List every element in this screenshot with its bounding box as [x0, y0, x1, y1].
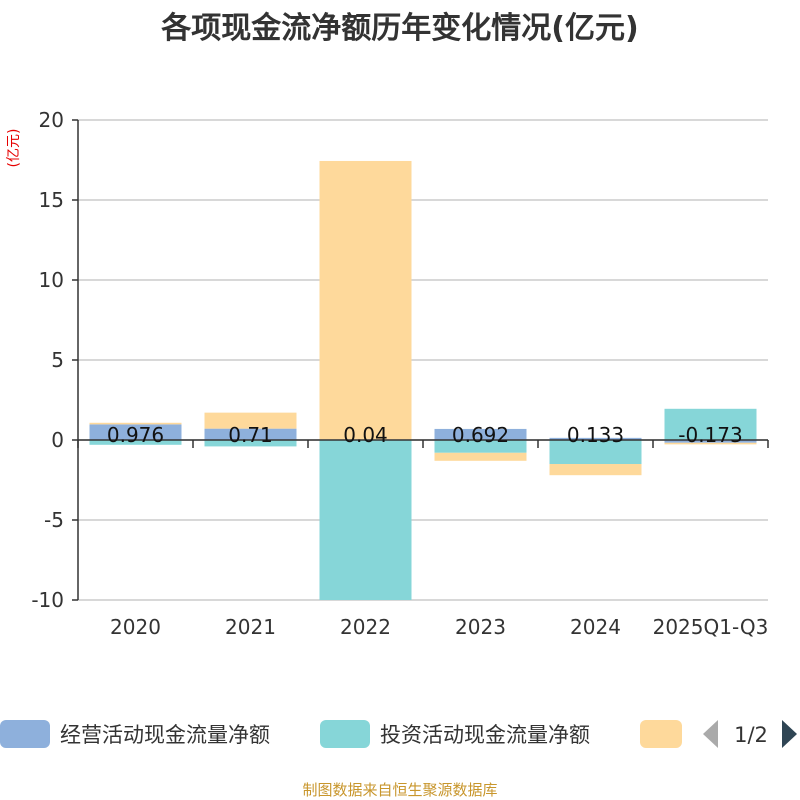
y-tick-label: -10: [31, 588, 64, 612]
x-tick-label: 2023: [455, 615, 506, 639]
x-tick-label: 2022: [340, 615, 391, 639]
y-tick-label: 10: [39, 268, 64, 292]
data-label: 0.692: [452, 423, 509, 447]
legend-label-investing[interactable]: 投资活动现金流量净额: [380, 723, 590, 747]
legend-swatch-operating[interactable]: [0, 720, 50, 748]
legend-prev-page-icon[interactable]: [703, 720, 718, 748]
chart-title: 各项现金流净额历年变化情况(亿元): [160, 11, 638, 46]
value-labels: 0.976 0.71 0.04 0.692 0.133 -0.173: [107, 423, 743, 447]
bar-investing-2020[interactable]: [89, 440, 182, 445]
bar-financing-2023[interactable]: [434, 452, 527, 461]
data-label: -0.173: [678, 423, 742, 447]
x-tick-label: 2020: [110, 615, 161, 639]
legend-label-operating[interactable]: 经营活动现金流量净额: [60, 723, 270, 747]
data-label: 0.133: [567, 423, 624, 447]
data-label: 0.976: [107, 423, 164, 447]
x-tick-label: 2021: [225, 615, 276, 639]
bar-investing-2024[interactable]: [549, 440, 642, 464]
data-label: 0.71: [228, 423, 273, 447]
y-tick-label: 20: [39, 108, 64, 132]
bar-financing-2020[interactable]: [89, 422, 182, 425]
bar-investing-2021[interactable]: [204, 440, 297, 447]
bar-investing-2025Q1-Q3[interactable]: [664, 408, 757, 440]
y-tick-label: 15: [39, 188, 64, 212]
y-tick-label: 5: [51, 348, 64, 372]
bar-operating-2023[interactable]: [434, 428, 527, 440]
bar-financing-2022[interactable]: [319, 160, 412, 440]
legend-swatch-financing[interactable]: [640, 720, 682, 748]
legend-next-page-icon[interactable]: [782, 720, 797, 748]
grid: [78, 119, 768, 601]
legend: 经营活动现金流量净额 投资活动现金流量净额 1/2: [0, 720, 797, 748]
x-tick-label: 2024: [570, 615, 621, 639]
y-tick-label: 0: [51, 428, 64, 452]
data-label: 0.04: [343, 423, 388, 447]
bar-operating-2020[interactable]: [89, 424, 182, 440]
bar-operating-2025Q1-Q3[interactable]: [664, 440, 757, 443]
data-source: 制图数据来自恒生聚源数据库: [302, 781, 497, 799]
bar-financing-2025Q1-Q3[interactable]: [664, 442, 757, 445]
axes: 20 15 10 5 0 -5 -10 2020 2021 2022 2023 2024 2025Q1-…: [31, 108, 769, 639]
bar-investing-2022[interactable]: [319, 440, 412, 600]
bar-operating-2024[interactable]: [549, 437, 642, 440]
bar-operating-2021[interactable]: [204, 428, 297, 440]
legend-page-indicator: 1/2: [734, 723, 768, 747]
legend-swatch-investing[interactable]: [320, 720, 370, 748]
y-axis-unit: (亿元): [6, 129, 22, 168]
bar-financing-2024[interactable]: [549, 464, 642, 476]
bar-financing-2021[interactable]: [204, 412, 297, 429]
x-tick-label: 2025Q1-Q3: [653, 615, 769, 639]
y-tick-label: -5: [44, 508, 64, 532]
bars: [89, 160, 757, 600]
bar-investing-2023[interactable]: [434, 440, 527, 453]
